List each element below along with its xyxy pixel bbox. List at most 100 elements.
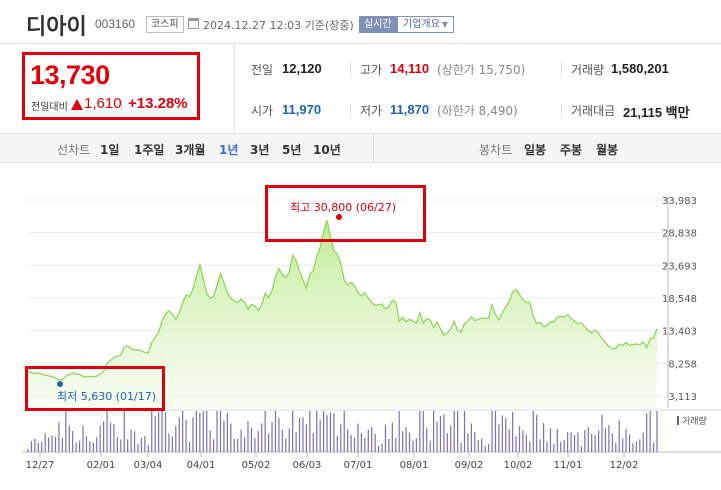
volume-bar — [292, 411, 294, 452]
volume-bar — [587, 427, 589, 452]
volume-bar — [243, 437, 246, 452]
volume-bar — [474, 431, 476, 452]
volume-bar — [316, 411, 318, 452]
tab-3m[interactable]: 3개월 — [175, 143, 206, 157]
volume-bar — [467, 433, 469, 452]
company-info-dropdown[interactable]: 기업개요 ▼ — [397, 16, 454, 33]
current-price: 13,730 — [30, 60, 110, 90]
volume-bar — [494, 411, 497, 452]
chart-area-layer — [27, 220, 658, 408]
calendar-icon — [188, 18, 199, 29]
volume-bar — [27, 449, 29, 452]
volume-bar — [322, 411, 325, 452]
company-info-label: 기업개요 — [403, 19, 440, 30]
volume-bar — [319, 420, 321, 452]
volume-bar — [178, 417, 180, 452]
volume-bar — [58, 422, 60, 452]
volume-bar — [512, 412, 514, 452]
volume-bar — [498, 424, 500, 452]
x-tick-label: 06/03 — [293, 460, 322, 471]
tab-3y[interactable]: 3년 — [250, 143, 270, 157]
tab-10y[interactable]: 10년 — [313, 143, 341, 157]
divider — [373, 134, 374, 162]
x-tick-label: 03/04 — [134, 460, 163, 471]
volume-bar — [615, 443, 617, 452]
volume-bar — [175, 426, 177, 452]
stock-name: 디아이 — [26, 15, 87, 40]
realtime-button[interactable]: 실시간 — [359, 16, 397, 33]
volume-bar — [573, 435, 576, 452]
stock-code: 003160 — [95, 17, 136, 31]
volume-bar — [195, 411, 198, 452]
volume-bar — [92, 442, 94, 452]
volume-bar — [61, 437, 63, 452]
tab-1d[interactable]: 1일 — [100, 143, 120, 157]
volume-bar — [68, 425, 70, 452]
volume-bar — [577, 432, 579, 452]
volume-legend-marker — [677, 416, 679, 425]
tab-monthly[interactable]: 월봉 — [596, 143, 619, 157]
volume-bar — [147, 444, 149, 452]
volume-bar — [164, 412, 167, 452]
volume-bar — [72, 431, 74, 452]
volume-bar — [154, 415, 156, 452]
volume-bar — [381, 443, 383, 452]
volume-bar — [288, 428, 290, 452]
volume-bar — [54, 436, 57, 452]
volume-bar — [649, 411, 651, 452]
volume-bar — [360, 433, 363, 452]
volume-bar — [539, 439, 541, 452]
x-tick-label: 08/01 — [400, 460, 429, 471]
volume-bar — [151, 411, 153, 452]
volume-bar — [219, 411, 222, 452]
volume-bar — [230, 423, 232, 452]
tab-daily[interactable]: 일봉 — [524, 143, 547, 157]
volume-bar — [632, 443, 634, 452]
volume-bar — [450, 425, 452, 452]
volume-bar — [312, 432, 314, 452]
volume-bar — [518, 426, 521, 452]
x-tick-label: 07/01 — [344, 460, 373, 471]
volume-bar — [168, 433, 170, 452]
volume-bar — [158, 412, 160, 452]
volume-bar — [127, 439, 129, 452]
y-tick-label: 8,258 — [668, 359, 697, 370]
volume-bar — [525, 434, 527, 452]
stock-header: 디아이 003160 코스피 2024.12.27 12:03 기준(장중) 실… — [0, 0, 721, 44]
volume-bar — [597, 430, 600, 452]
volume-bar — [384, 424, 387, 452]
high-label: 고가 — [360, 63, 383, 77]
volume-bar — [594, 435, 596, 452]
volume-bar — [37, 443, 39, 452]
volume-bar — [44, 433, 46, 452]
tab-5y[interactable]: 5년 — [282, 143, 302, 157]
volume-bar — [182, 411, 184, 452]
volume-bar — [532, 411, 534, 452]
volume-bar — [508, 429, 510, 452]
volume-bar — [250, 427, 253, 452]
prev-close-value: 12,120 — [282, 61, 322, 76]
volume-label: 거래량 — [682, 415, 707, 427]
volume-bar — [501, 415, 503, 452]
volume-bar — [206, 411, 208, 452]
volume-bar — [604, 428, 607, 452]
volume-bar — [281, 429, 283, 452]
highlight-frame-min — [25, 366, 165, 411]
x-tick-label: 02/01 — [87, 460, 116, 471]
quote-time: 2024.12.27 12:03 — [203, 19, 302, 32]
tab-1y[interactable]: 1년 — [219, 143, 239, 157]
volume-bar — [185, 419, 187, 452]
tab-1w[interactable]: 1주일 — [134, 143, 165, 157]
volume-bar — [213, 439, 215, 452]
y-tick-label: 33,983 — [662, 196, 697, 207]
volume-bar — [51, 435, 53, 452]
chart-annotations: 최고 30,800 (06/27) 최저 5,630 (01/17) — [25, 185, 426, 411]
volume-bar — [343, 411, 345, 452]
volume-bar — [109, 422, 112, 452]
volume-bar — [481, 438, 483, 452]
volume-bar — [429, 440, 431, 452]
volume-bar — [536, 414, 538, 452]
volume-bar — [443, 414, 445, 452]
tab-weekly[interactable]: 주봉 — [560, 143, 583, 157]
volume-bar — [202, 411, 204, 452]
